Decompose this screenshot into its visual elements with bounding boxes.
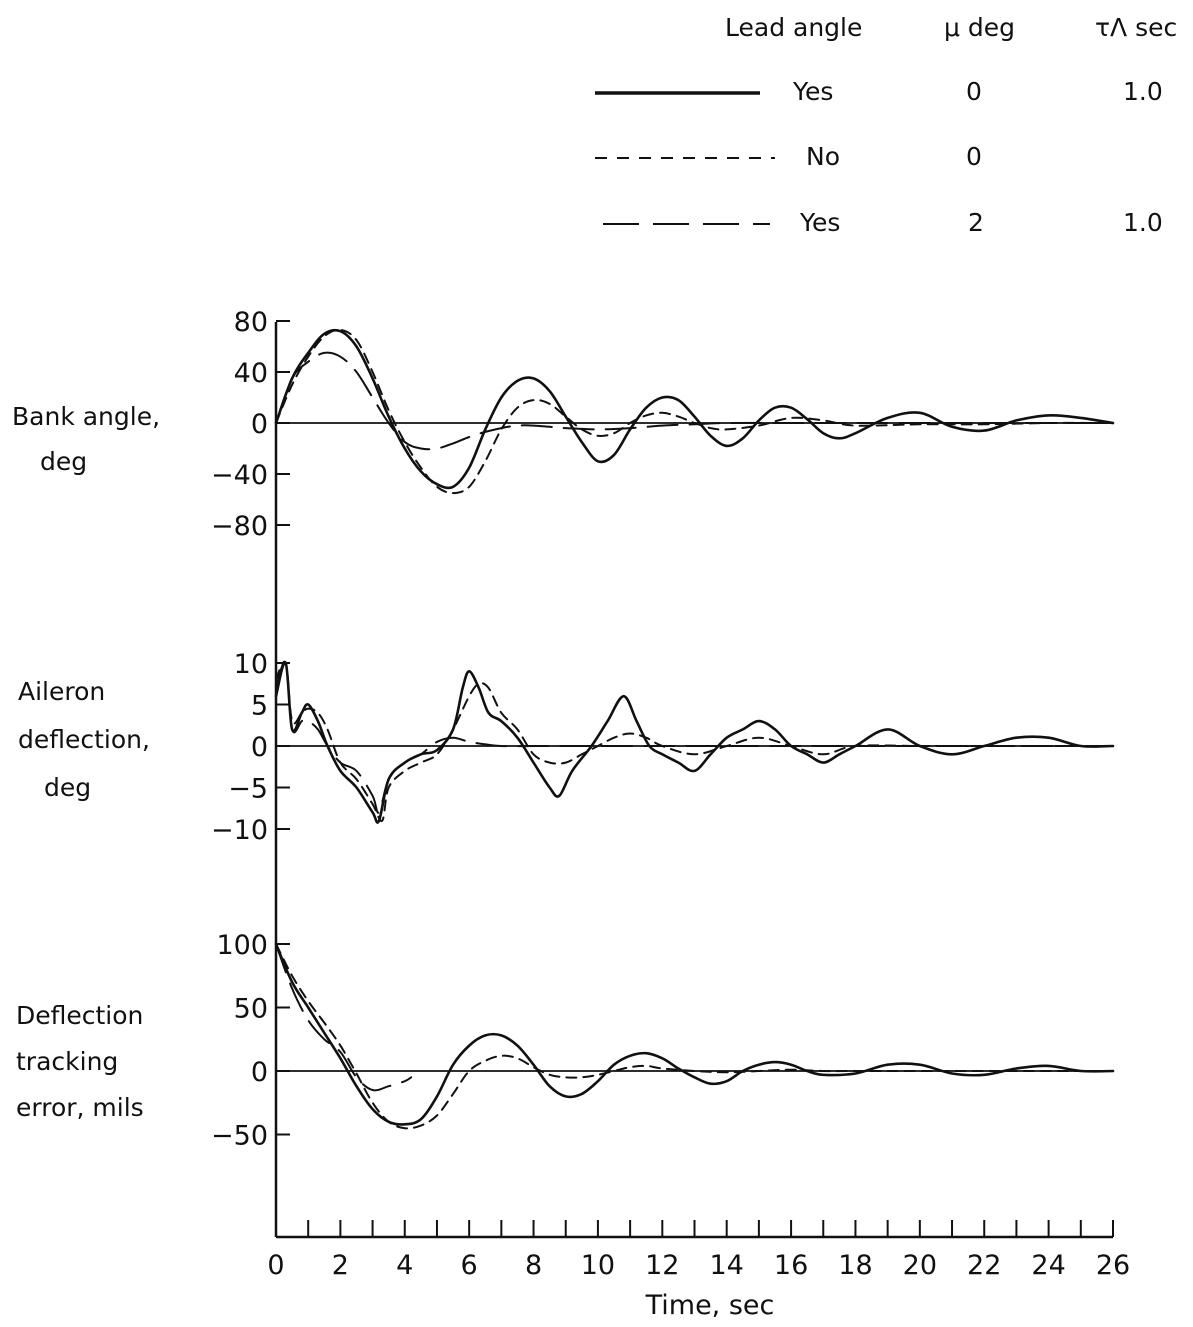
x-tick-label: 6 <box>461 1250 478 1281</box>
y-tick-label: −80 <box>211 511 268 542</box>
x-tick-label: 14 <box>710 1250 744 1281</box>
x-tick-label: 26 <box>1096 1250 1130 1281</box>
x-tick-label: 2 <box>332 1250 349 1281</box>
series-line-longdash <box>275 351 1114 451</box>
y-axis-label: deflection, <box>18 725 150 754</box>
legend-row-tau: 1.0 <box>1123 208 1163 237</box>
x-tick-label: 10 <box>581 1250 615 1281</box>
series-line-solid <box>274 661 1115 824</box>
x-tick-label: 24 <box>1031 1250 1065 1281</box>
series-line-longdash <box>275 943 413 1092</box>
x-axis-label: Time, sec <box>645 1290 775 1321</box>
legend-row-mu: 0 <box>966 142 982 171</box>
x-tick-label: 8 <box>525 1250 542 1281</box>
x-tick-label: 12 <box>645 1250 679 1281</box>
legend-header-mu: μ deg <box>944 13 1015 42</box>
y-tick-label: 100 <box>216 930 268 961</box>
x-tick-label: 0 <box>267 1250 284 1281</box>
y-tick-label: −40 <box>211 460 268 491</box>
x-tick-label: 16 <box>774 1250 808 1281</box>
y-tick-label: 5 <box>251 691 268 722</box>
y-axis-label: Deflection <box>16 1001 143 1030</box>
series-line-dashed <box>275 660 1114 823</box>
y-axis-label: deg <box>40 447 87 476</box>
y-tick-label: 40 <box>234 358 268 389</box>
legend-header-tau: τΛ sec <box>1095 13 1177 42</box>
y-tick-label: −5 <box>228 774 268 805</box>
legend-row-lead-angle: No <box>806 142 840 171</box>
panel: 10 5 0 −5 −10 Aileron deflection, deg <box>18 649 1115 846</box>
legend-row-lead-angle: Yes <box>792 77 833 106</box>
x-tick-label: 18 <box>838 1250 872 1281</box>
y-axis-label: tracking <box>16 1047 118 1076</box>
legend-row-tau: 1.0 <box>1123 77 1163 106</box>
y-axis-label: Bank angle, <box>12 402 160 431</box>
y-tick-label: 80 <box>234 307 268 338</box>
legend-header-lead-angle: Lead angle <box>725 13 862 42</box>
y-axis-label: error, mils <box>16 1093 144 1122</box>
series-line-dashed <box>275 328 1114 495</box>
x-tick-label: 22 <box>967 1250 1001 1281</box>
series-line-dashed <box>275 943 1114 1130</box>
y-axis-label: Aileron <box>18 677 105 706</box>
legend: Lead angle μ deg τΛ sec Yes 0 1.0 No 0 Y… <box>595 13 1177 237</box>
series-line-longdash <box>275 660 1114 814</box>
y-tick-label: 50 <box>234 994 268 1025</box>
series-line-solid <box>274 328 1115 490</box>
panel: 100 50 0 −50 Deflection tracking error, mils 0 2… <box>16 930 1130 1281</box>
legend-row-mu: 0 <box>966 77 982 106</box>
legend-row-mu: 2 <box>968 208 984 237</box>
series-line-solid <box>274 942 1115 1126</box>
panel: 80 40 0 −40 −80 Bank angle, deg <box>12 307 1115 542</box>
x-tick-label: 20 <box>903 1250 937 1281</box>
y-tick-label: 0 <box>251 409 268 440</box>
y-tick-label: 0 <box>251 732 268 763</box>
y-tick-label: −10 <box>211 815 268 846</box>
y-tick-label: 10 <box>234 649 268 680</box>
y-tick-label: 0 <box>251 1057 268 1088</box>
y-tick-label: −50 <box>211 1121 268 1152</box>
y-axis-label: deg <box>44 773 91 802</box>
legend-row-lead-angle: Yes <box>799 208 840 237</box>
x-tick-label: 4 <box>396 1250 413 1281</box>
